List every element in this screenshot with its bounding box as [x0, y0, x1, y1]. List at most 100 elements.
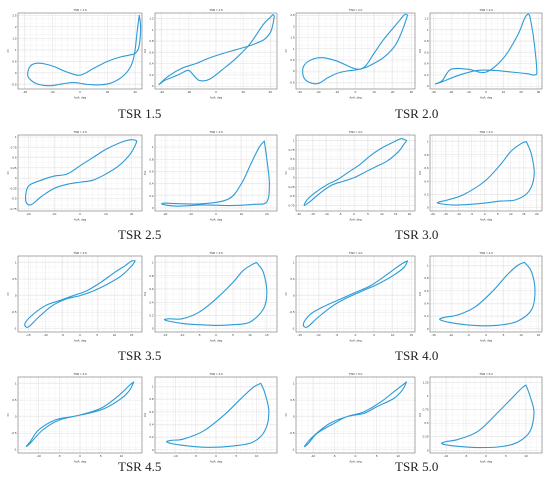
- y-axis-label: Cd: [418, 49, 422, 53]
- y-tick-label: 1: [427, 264, 429, 268]
- series-line: [302, 260, 409, 328]
- x-tick-label: 0: [484, 212, 486, 216]
- chart-title: TSR = 3.0: [479, 130, 493, 134]
- chart-title: TSR = 1.5: [209, 8, 223, 12]
- y-tick-label: 0.4: [149, 300, 154, 304]
- chart-title: TSR = 2.5: [73, 130, 87, 134]
- x-tick-label: -10: [456, 212, 461, 216]
- plot-frame: [429, 134, 543, 212]
- chart-svg: -10 -5 0 5 10 0 0.2 0.4 0.6 0.8 1 TSR = 4.5 AoA, deg…: [143, 372, 278, 464]
- y-tick-label: 0.8: [424, 153, 429, 157]
- chart-svg: -30 -20 -10 0 10 20 30 0 0.2 0.4 0.6 0.8 1 1.2 TSR = 2…: [418, 8, 543, 100]
- y-axis-label: Cl: [6, 413, 10, 416]
- series-line: [303, 381, 408, 448]
- x-tick-label: 0: [485, 454, 487, 458]
- x-tick-label: 10: [524, 454, 528, 458]
- y-tick-label: 1: [293, 382, 295, 386]
- plot-frame: [295, 376, 416, 454]
- x-axis-label: AoA, deg: [74, 339, 87, 343]
- y-tick-label: 2.5: [290, 13, 295, 17]
- y-tick-label: 1: [15, 382, 17, 386]
- x-tick-label: 5: [100, 454, 102, 458]
- series-line: [441, 384, 535, 449]
- chart-panel: -10 -5 0 5 10 0 0.2 0.4 0.6 0.8 1 TSR = 4.5 AoA, deg…: [143, 370, 281, 465]
- chart-svg: -20 -10 0 10 20 0 0.2 0.4 0.6 0.8 1 TSR = 2.5 AoA, d…: [143, 130, 278, 222]
- x-tick-label: -15: [310, 212, 315, 216]
- y-axis-label: Cd: [418, 171, 422, 175]
- x-tick-label: -10: [335, 90, 340, 94]
- y-tick-label: 0.2: [424, 73, 429, 77]
- caption-tsr-4-0: TSR 4.0: [395, 348, 439, 363]
- x-axis-label: AoA, deg: [480, 460, 493, 464]
- y-tick-label: 1: [427, 28, 429, 32]
- series-line: [303, 138, 408, 207]
- y-tick-label: 0.6: [424, 166, 429, 170]
- x-tick-label: -20: [187, 90, 192, 94]
- y-tick-label: 0: [427, 327, 429, 331]
- y-tick-label: 0.2: [149, 194, 154, 198]
- chart-svg: -10 -5 0 5 10 -1 -0.5 0 0.5 1 TSR = 4.5 AoA, deg Cl: [6, 372, 143, 464]
- y-axis-label: Cl: [284, 171, 288, 174]
- chart-panel: -15 -10 -5 0 5 10 15 -1 -0.5 0 0.5 1 TSR = 4.0 AoA, d…: [284, 249, 419, 344]
- x-tick-label: -15: [431, 333, 436, 337]
- plot-frame: [154, 134, 278, 212]
- y-tick-label: 0: [15, 294, 17, 298]
- x-tick-label: -5: [470, 212, 473, 216]
- chart-svg: -20 -15 -10 -5 0 5 10 15 20 0 0.2 0.4 0.6 0.8 1 TSR = 3…: [418, 130, 543, 222]
- y-tick-label: 0: [152, 206, 154, 210]
- x-tick-label: 40: [133, 90, 137, 94]
- x-tick-label: 20: [241, 90, 245, 94]
- x-tick-label: 0: [215, 90, 217, 94]
- x-tick-label: -10: [36, 454, 41, 458]
- chart-title: TSR = 2.5: [209, 130, 223, 134]
- x-tick-label: 20: [130, 212, 134, 216]
- plot-frame: [17, 134, 143, 212]
- y-axis-label: Cl: [6, 171, 10, 174]
- y-axis-label: Cl: [284, 292, 288, 295]
- chart-title: TSR = 3.0: [349, 130, 363, 134]
- x-tick-label: -10: [449, 333, 454, 337]
- x-tick-label: -10: [444, 454, 449, 458]
- x-axis-label: AoA, deg: [480, 96, 493, 100]
- y-tick-label: -0.5: [289, 431, 295, 435]
- x-tick-label: -10: [324, 212, 329, 216]
- x-tick-label: 0: [215, 454, 217, 458]
- y-tick-label: 0.25: [11, 166, 17, 170]
- chart-panel: -15 -10 -5 0 5 10 15 0 0.2 0.4 0.6 0.8 1 TSR = 4.0 AoA…: [418, 249, 546, 344]
- y-tick-label: 0.4: [424, 302, 429, 306]
- y-tick-label: 0: [15, 415, 17, 419]
- chart-panel: -20 -15 -10 -5 0 5 10 15 20 -0.75 -0.5 -0.25 0 0.25 0.…: [284, 128, 419, 223]
- chart-svg: -15 -10 -5 0 5 10 15 -1 -0.5 0 0.5 1 TSR = 3.5 AoA, d…: [6, 251, 143, 343]
- x-tick-label: -20: [50, 90, 55, 94]
- x-tick-label: 10: [104, 212, 108, 216]
- y-tick-label: 0: [427, 84, 429, 88]
- y-tick-label: 1.5: [290, 36, 295, 40]
- x-axis-label: AoA, deg: [349, 339, 362, 343]
- x-axis-label: AoA, deg: [74, 218, 87, 222]
- y-tick-label: -0.5: [11, 310, 17, 314]
- y-tick-label: 0.5: [424, 421, 429, 425]
- x-tick-label: 20: [535, 212, 539, 216]
- x-tick-label: -5: [336, 333, 339, 337]
- x-axis-label: AoA, deg: [210, 339, 223, 343]
- x-tick-label: -10: [311, 454, 316, 458]
- y-axis-label: Cd: [143, 292, 147, 296]
- y-tick-label: 0.5: [290, 157, 295, 161]
- y-tick-label: 0.5: [12, 156, 17, 160]
- y-tick-label: 0.5: [12, 59, 17, 63]
- y-tick-label: 1: [152, 385, 154, 389]
- x-tick-label: -30: [298, 90, 303, 94]
- x-tick-label: 10: [255, 454, 259, 458]
- y-tick-label: 1: [293, 47, 295, 51]
- y-axis-label: Cd: [143, 49, 147, 53]
- y-tick-label: 1: [15, 135, 17, 139]
- chart-panel: -15 -10 -5 0 5 10 15 0 0.2 0.4 0.6 0.8 1 TSR = 3.5 AoA…: [143, 249, 281, 344]
- x-tick-label: 10: [396, 454, 400, 458]
- x-tick-label: 10: [509, 212, 513, 216]
- y-tick-label: 0.2: [424, 192, 429, 196]
- x-tick-label: 10: [391, 333, 395, 337]
- series-line: [25, 381, 135, 447]
- y-tick-label: 0.75: [289, 148, 295, 152]
- y-tick-label: 1: [427, 394, 429, 398]
- x-tick-label: -20: [316, 90, 321, 94]
